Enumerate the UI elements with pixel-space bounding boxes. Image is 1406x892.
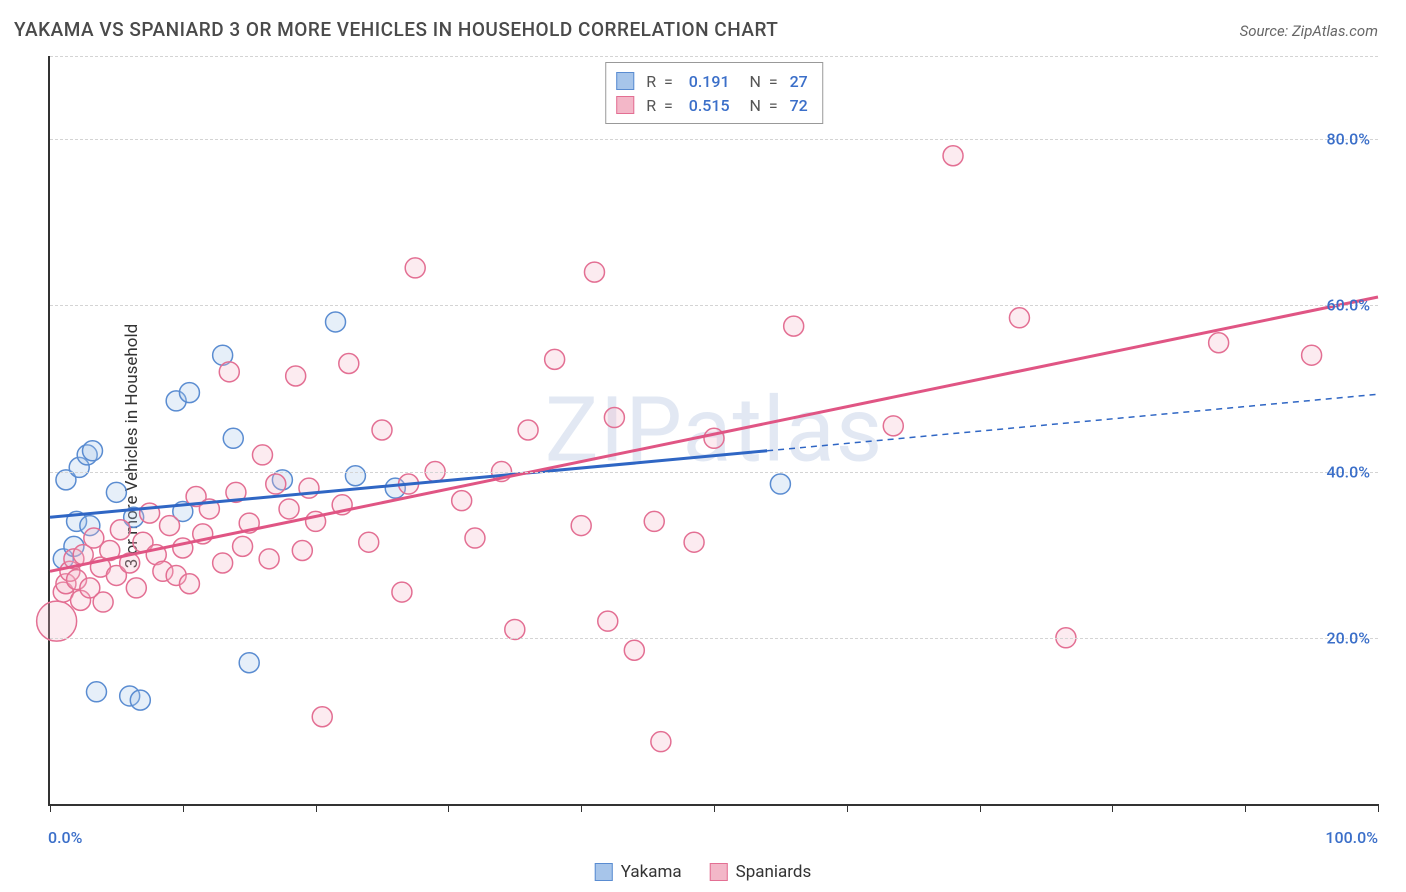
data-point xyxy=(233,536,253,556)
data-point xyxy=(106,482,126,502)
x-tick xyxy=(1245,804,1246,812)
legend-swatch-yakama xyxy=(595,863,613,881)
data-point xyxy=(452,491,472,511)
data-point xyxy=(345,466,365,486)
x-axis-max-label: 100.0% xyxy=(1325,828,1378,847)
x-tick xyxy=(980,804,981,812)
data-point xyxy=(86,682,106,702)
source-label: Source: ZipAtlas.com xyxy=(1240,22,1378,40)
data-point xyxy=(624,640,644,660)
data-point xyxy=(312,707,332,727)
data-point xyxy=(598,611,618,631)
data-point xyxy=(213,553,233,573)
r-value: 0.515 xyxy=(689,96,730,115)
data-point xyxy=(1009,308,1029,328)
legend-swatch xyxy=(616,96,634,114)
data-point xyxy=(130,690,150,710)
legend-item-yakama: Yakama xyxy=(595,862,682,882)
data-point xyxy=(37,601,77,641)
y-tick-label: 20.0% xyxy=(1326,628,1370,647)
data-point xyxy=(784,316,804,336)
regression-line xyxy=(50,297,1378,571)
data-point xyxy=(252,445,272,465)
correlation-row: R = 0.191 N = 27 xyxy=(616,69,808,93)
x-axis-min-label: 0.0% xyxy=(48,828,82,847)
data-point xyxy=(279,499,299,519)
x-tick xyxy=(1378,804,1379,812)
r-label: R = xyxy=(642,96,680,115)
legend-swatch-spaniards xyxy=(710,863,728,881)
data-point xyxy=(1209,333,1229,353)
data-point xyxy=(644,511,664,531)
data-point xyxy=(571,516,591,536)
data-point xyxy=(604,408,624,428)
correlation-row: R = 0.515 N = 72 xyxy=(616,93,808,117)
x-tick xyxy=(581,804,582,812)
data-point xyxy=(1302,345,1322,365)
data-point xyxy=(584,262,604,282)
x-tick xyxy=(448,804,449,812)
data-point xyxy=(266,474,286,494)
n-label: N = xyxy=(738,72,782,91)
gridline xyxy=(50,305,1378,306)
data-point xyxy=(82,441,102,461)
data-point xyxy=(518,420,538,440)
n-value: 27 xyxy=(790,72,808,91)
data-point xyxy=(179,574,199,594)
data-point xyxy=(219,362,239,382)
series-legend: Yakama Spaniards xyxy=(595,862,812,882)
data-point xyxy=(93,592,113,612)
correlation-legend: R = 0.191 N = 27 R = 0.515 N = 72 xyxy=(605,62,823,124)
gridline xyxy=(50,56,1378,57)
y-tick-label: 80.0% xyxy=(1326,130,1370,149)
data-point xyxy=(651,732,671,752)
data-point xyxy=(405,258,425,278)
n-label: N = xyxy=(738,96,782,115)
x-tick xyxy=(847,804,848,812)
r-label: R = xyxy=(642,72,680,91)
y-tick-label: 40.0% xyxy=(1326,462,1370,481)
plot-svg xyxy=(50,56,1378,804)
gridline xyxy=(50,139,1378,140)
legend-label-spaniards: Spaniards xyxy=(736,862,812,882)
legend-label-yakama: Yakama xyxy=(621,862,682,882)
data-point xyxy=(286,366,306,386)
data-point xyxy=(770,474,790,494)
x-tick xyxy=(1112,804,1113,812)
data-point xyxy=(372,420,392,440)
data-point xyxy=(223,428,243,448)
data-point xyxy=(326,312,346,332)
x-tick xyxy=(316,804,317,812)
y-tick-label: 60.0% xyxy=(1326,296,1370,315)
x-tick xyxy=(183,804,184,812)
regression-line xyxy=(50,451,767,517)
data-point xyxy=(259,549,279,569)
data-point xyxy=(943,146,963,166)
data-point xyxy=(545,349,565,369)
n-value: 72 xyxy=(790,96,808,115)
data-point xyxy=(339,354,359,374)
data-point xyxy=(179,383,199,403)
data-point xyxy=(684,532,704,552)
gridline xyxy=(50,638,1378,639)
data-point xyxy=(505,619,525,639)
data-point xyxy=(110,520,130,540)
chart-title: YAKAMA VS SPANIARD 3 OR MORE VEHICLES IN… xyxy=(14,18,778,41)
plot-area: ZIPatlas R = 0.191 N = 27 R = 0.515 N = … xyxy=(48,56,1378,806)
x-tick xyxy=(714,804,715,812)
data-point xyxy=(126,578,146,598)
data-point xyxy=(392,582,412,602)
legend-item-spaniards: Spaniards xyxy=(710,862,812,882)
x-tick xyxy=(50,804,51,812)
data-point xyxy=(465,528,485,548)
r-value: 0.191 xyxy=(689,72,730,91)
data-point xyxy=(239,653,259,673)
data-point xyxy=(359,532,379,552)
data-point xyxy=(883,416,903,436)
data-point xyxy=(160,516,180,536)
legend-swatch xyxy=(616,72,634,90)
data-point xyxy=(292,541,312,561)
gridline xyxy=(50,472,1378,473)
